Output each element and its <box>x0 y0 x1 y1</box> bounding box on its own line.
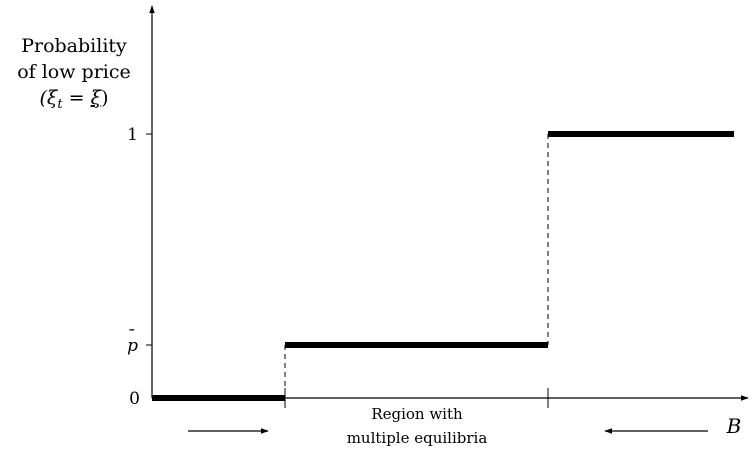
y-axis-label-line3: (ξt = ξ) <box>39 87 108 112</box>
region-label-line2: multiple equilibria <box>347 429 488 447</box>
y-label-equals: = <box>63 87 91 109</box>
y-label-close: ) <box>101 87 108 109</box>
y-tick-label-pbar: p <box>127 336 138 356</box>
y-label-xi-underline: ξ <box>91 87 103 109</box>
y-tick-label-pbar-bar: ¯ <box>128 327 137 347</box>
region-label-line1: Region with <box>371 405 463 423</box>
y-tick-label-one: 1 <box>127 125 138 145</box>
x-axis-label: B <box>726 414 742 438</box>
y-label-open-xi: (ξ <box>39 87 58 109</box>
y-label-sub-t: t <box>57 97 63 112</box>
y-tick-label-zero: 0 <box>129 389 140 409</box>
y-axis-label-line2: of low price <box>17 61 131 83</box>
y-axis-label-line1: Probability <box>21 35 127 57</box>
